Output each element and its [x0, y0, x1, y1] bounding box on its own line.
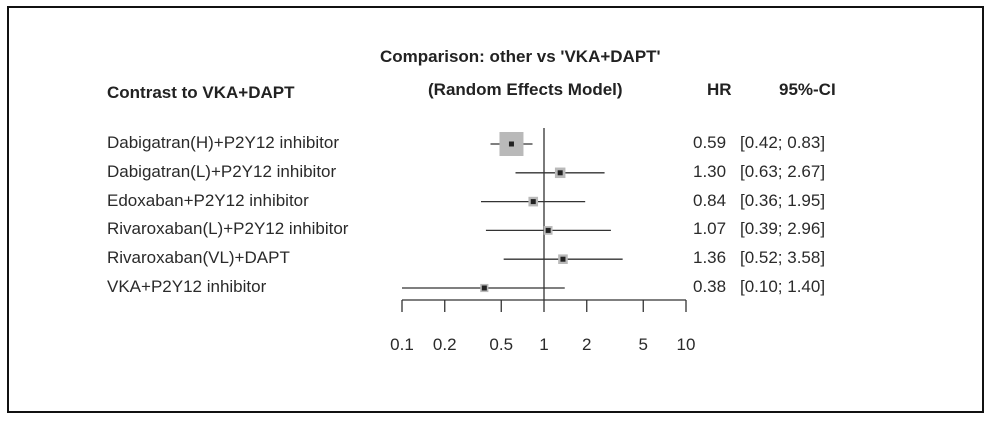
row-hr: 1.36	[693, 248, 727, 268]
row-ci: [0.63; 2.67]	[740, 161, 826, 181]
x-tick-label: 10	[677, 335, 696, 354]
x-tick-label: 0.1	[390, 335, 414, 354]
row-hr: 1.07	[693, 219, 727, 239]
row-ci: [0.39; 2.96]	[740, 219, 826, 239]
row-label: VKA+P2Y12 inhibitor	[107, 277, 267, 296]
row-label: Rivaroxaban(VL)+DAPT	[107, 248, 290, 268]
x-tick-label: 0.2	[433, 335, 457, 354]
row-label: Edoxaban+P2Y12 inhibitor	[107, 190, 309, 210]
row-ci: [0.52; 3.58]	[740, 248, 826, 268]
point-estimate	[530, 199, 536, 205]
point-estimate	[481, 285, 487, 291]
row-label: Rivaroxaban(L)+P2Y12 inhibitor	[107, 219, 349, 239]
row-hr: 1.30	[693, 161, 727, 181]
model-header: (Random Effects Model)	[428, 80, 623, 99]
x-tick-label: 0.5	[489, 335, 513, 354]
x-tick-label: 2	[582, 335, 591, 354]
point-estimate	[545, 227, 551, 233]
ci-header: 95%-CI	[779, 80, 836, 99]
row-ci: [0.10; 1.40]	[740, 277, 826, 296]
comparison-header: Comparison: other vs 'VKA+DAPT'	[380, 47, 661, 66]
row-ci: [0.42; 0.83]	[740, 133, 826, 152]
point-estimate	[560, 256, 566, 262]
row-ci: [0.36; 1.95]	[740, 190, 826, 210]
point-estimate	[557, 170, 563, 176]
contrast-header: Contrast to VKA+DAPT	[107, 83, 295, 102]
row-hr: 0.38	[693, 277, 727, 296]
row-label: Dabigatran(L)+P2Y12 inhibitor	[107, 161, 337, 181]
row-hr: 0.59	[693, 133, 727, 152]
row-hr: 0.84	[693, 190, 727, 210]
point-estimate	[508, 141, 514, 147]
row-label: Dabigatran(H)+P2Y12 inhibitor	[107, 133, 339, 152]
x-tick-label: 5	[639, 335, 648, 354]
x-tick-label: 1	[539, 335, 548, 354]
hr-header: HR	[707, 80, 732, 99]
figure-frame	[7, 6, 984, 413]
